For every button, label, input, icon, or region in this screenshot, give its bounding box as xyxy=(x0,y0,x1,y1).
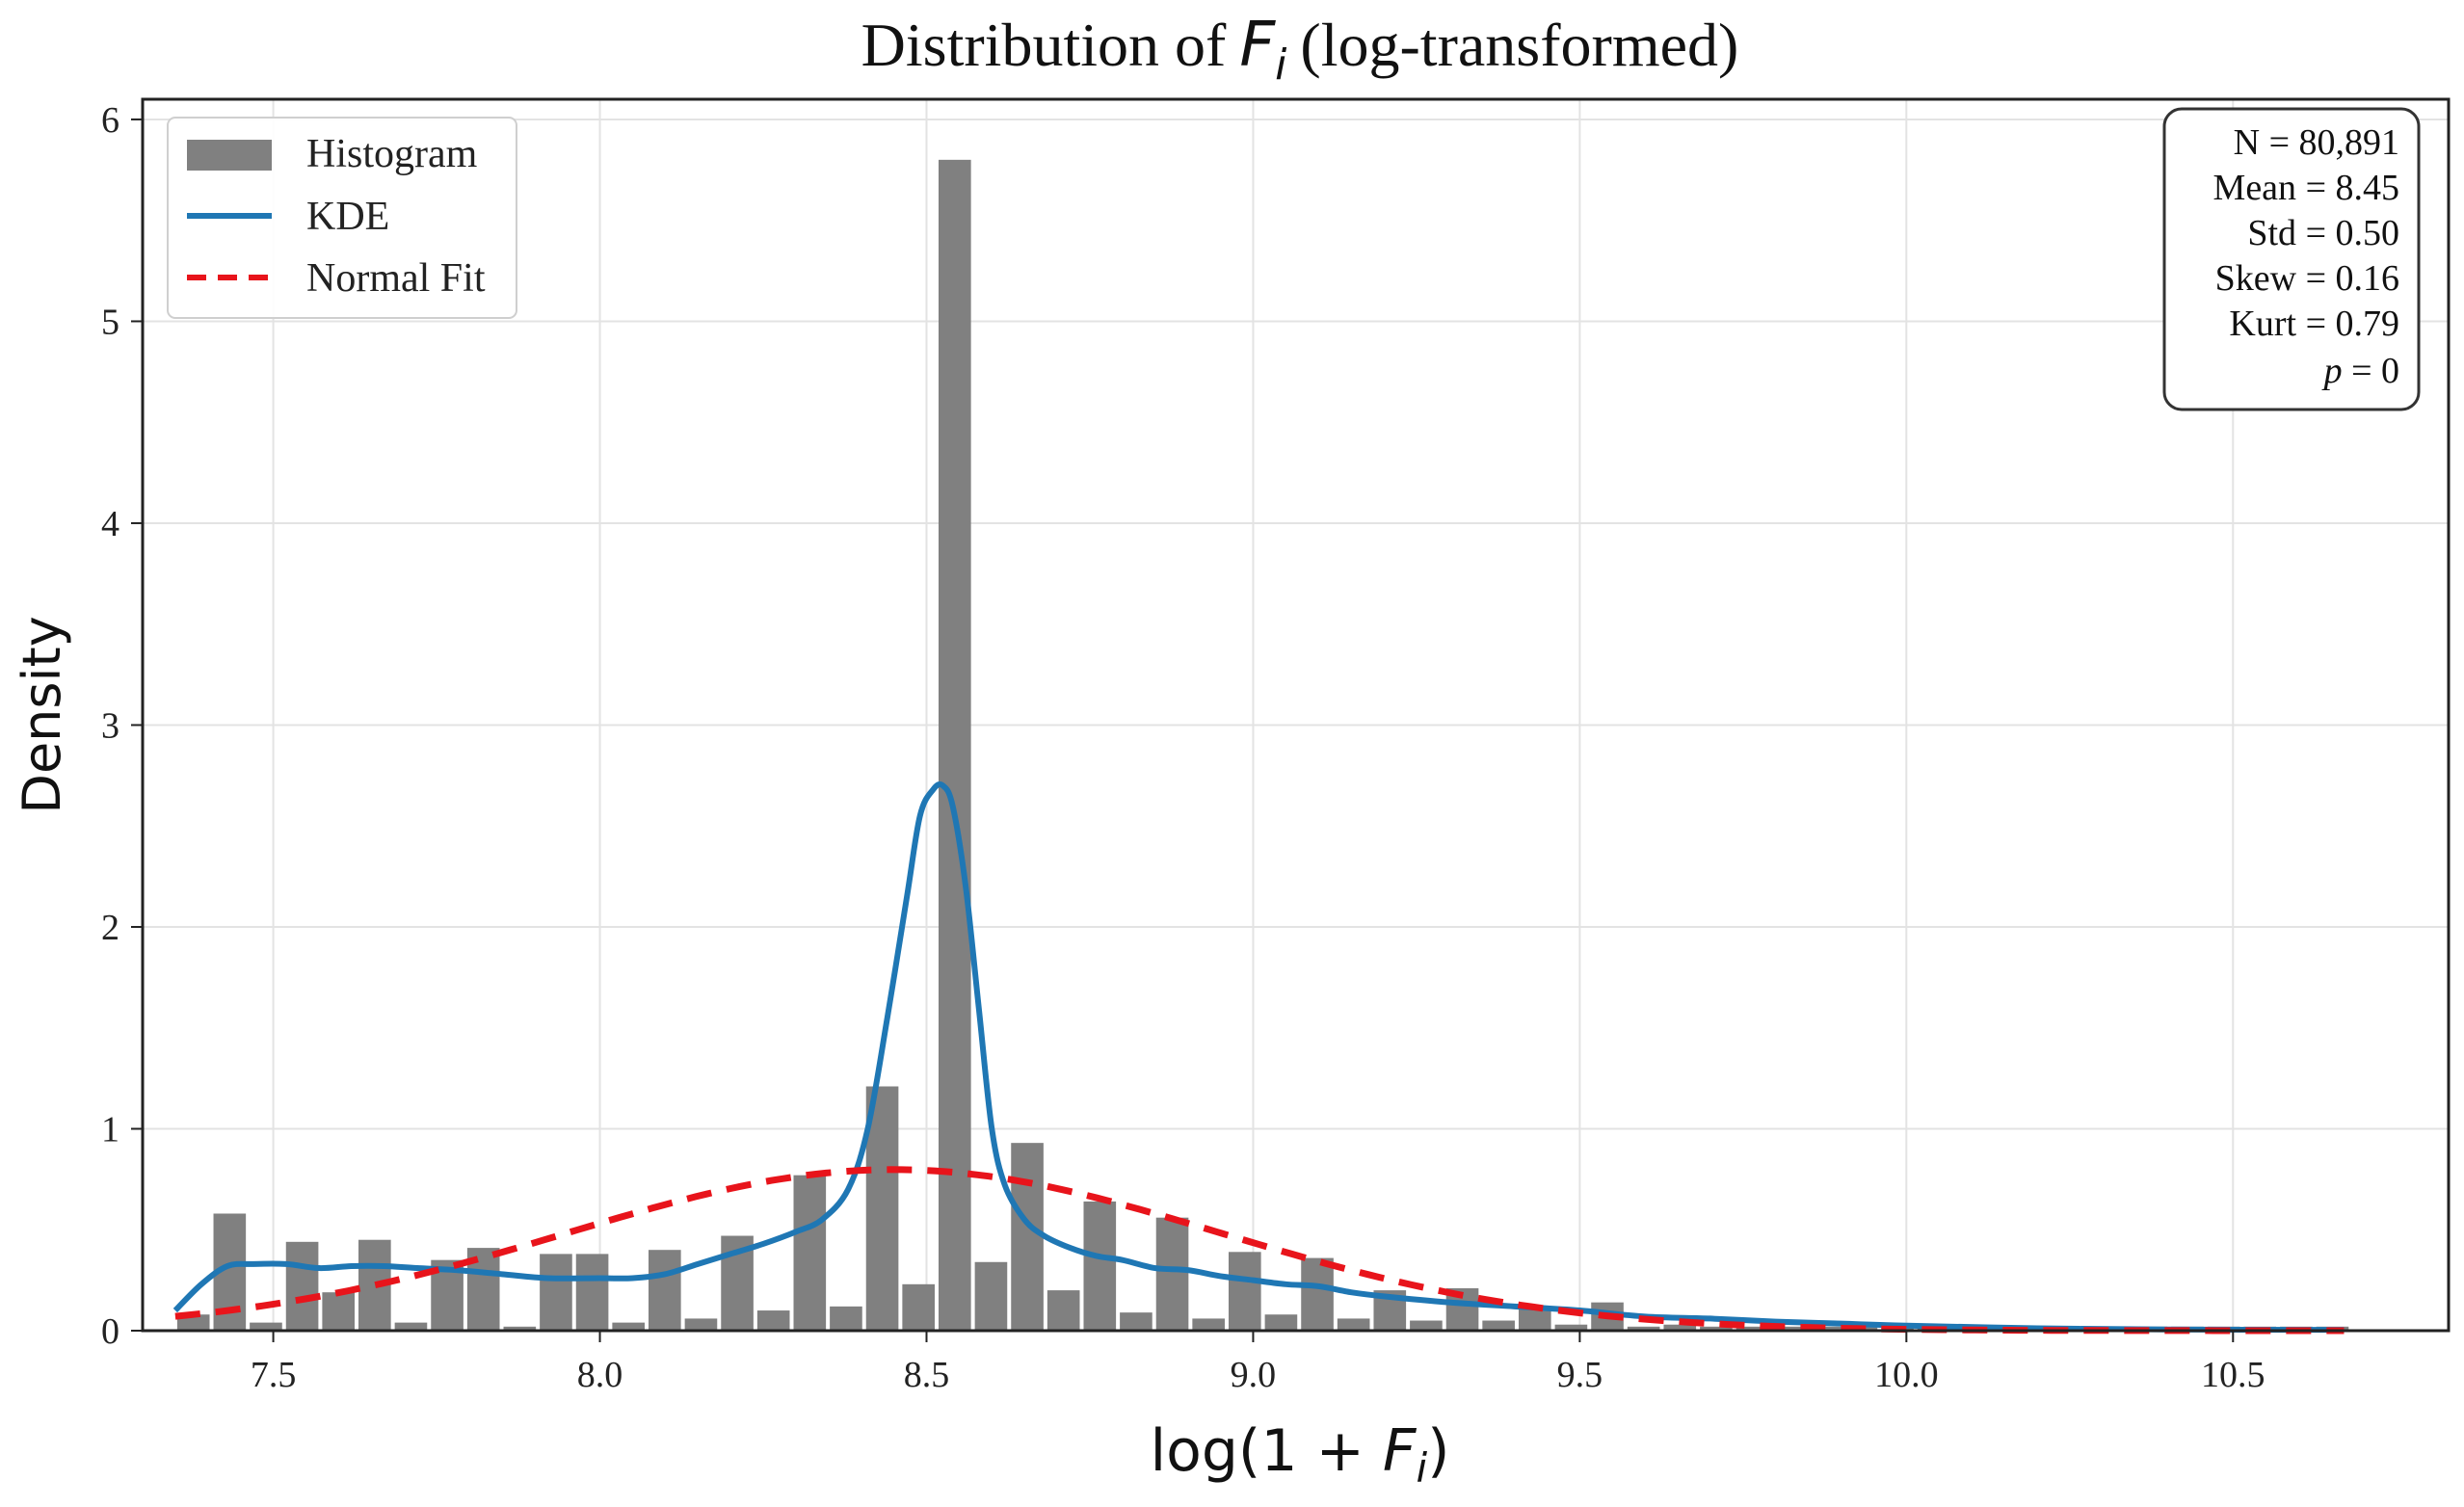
histogram-bar xyxy=(1663,1324,1697,1331)
histogram-bar xyxy=(1627,1326,1660,1331)
histogram-bar xyxy=(250,1322,282,1331)
histogram-bar xyxy=(1120,1312,1153,1331)
histogram-bar xyxy=(540,1254,572,1331)
histogram-bar xyxy=(575,1254,609,1331)
x-axis-label-suffix: ) xyxy=(1427,1417,1449,1485)
stat-p: p = 0 xyxy=(2321,351,2399,391)
histogram-bar xyxy=(1735,1326,1769,1331)
legend-label-histogram: Histogram xyxy=(306,132,478,176)
stat-n: N = 80,891 xyxy=(2234,122,2399,163)
x-tick-label: 9.5 xyxy=(1557,1355,1603,1395)
histogram-bar xyxy=(865,1086,899,1331)
x-axis-label-subscript: i xyxy=(1416,1444,1427,1492)
chart-title: Distribution of Fi (log-transformed) xyxy=(861,10,1739,90)
histogram-bars xyxy=(176,159,2349,1332)
stats-box: N = 80,891 Mean = 8.45 Std = 0.50 Skew =… xyxy=(2162,107,2421,411)
legend-swatch-histogram xyxy=(187,140,272,171)
histogram-bar xyxy=(394,1322,428,1331)
histogram-bar xyxy=(1518,1308,1551,1331)
histogram-bar xyxy=(938,159,971,1332)
y-tick-label: 0 xyxy=(101,1311,119,1352)
x-axis-label: log(1 + Fi) xyxy=(1150,1417,1449,1492)
histogram-bar xyxy=(1700,1326,1733,1331)
histogram-bar xyxy=(684,1318,718,1331)
y-tick-label: 4 xyxy=(101,504,119,544)
legend-label-normal-fit: Normal Fit xyxy=(306,256,486,301)
histogram-bar xyxy=(503,1326,537,1331)
stat-kurt: Kurt = 0.79 xyxy=(2229,304,2399,344)
y-tick-label: 5 xyxy=(101,302,119,342)
histogram-bar xyxy=(1192,1318,1225,1331)
y-tick-label: 2 xyxy=(101,908,119,948)
stat-std: Std = 0.50 xyxy=(2247,213,2399,253)
histogram-bar xyxy=(756,1310,790,1331)
histogram-bar xyxy=(1264,1314,1298,1331)
x-axis-label-symbol: F xyxy=(1383,1417,1417,1485)
plot-frame xyxy=(141,97,2451,1333)
title-text: Distribution of xyxy=(861,11,1227,79)
title-symbol: F xyxy=(1239,10,1276,81)
legend-label-kde: KDE xyxy=(306,195,389,239)
axis-ticks: 7.5 8.0 8.5 9.0 9.5 10.0 10.5 0 1 2 3 4 5 6 xyxy=(101,100,2265,1395)
histogram-bar xyxy=(612,1322,646,1331)
x-tick-label: 7.5 xyxy=(251,1355,297,1395)
y-tick-label: 1 xyxy=(101,1109,119,1150)
histogram-bar xyxy=(1410,1320,1443,1331)
histogram-bar xyxy=(1301,1257,1334,1331)
histogram-bar xyxy=(1554,1324,1588,1331)
x-tick-label: 10.0 xyxy=(1874,1355,1939,1395)
histogram-bar xyxy=(830,1306,862,1331)
histogram-bar xyxy=(1011,1143,1044,1331)
stat-mean: Mean = 8.45 xyxy=(2213,168,2399,208)
histogram-bar xyxy=(1228,1252,1261,1331)
histogram-bar xyxy=(1337,1318,1370,1331)
histogram-bar xyxy=(974,1261,1008,1331)
histogram-bar xyxy=(1083,1201,1117,1331)
y-axis-label: Density xyxy=(12,616,72,813)
x-axis-label-prefix: log(1 + xyxy=(1150,1417,1382,1485)
histogram-bar xyxy=(1155,1217,1189,1331)
x-tick-label: 9.0 xyxy=(1231,1355,1277,1395)
stats-box-frame xyxy=(2162,107,2421,411)
histogram-bar xyxy=(902,1283,935,1331)
histogram-bar xyxy=(649,1250,681,1331)
x-tick-label: 8.0 xyxy=(577,1355,623,1395)
y-tick-label: 6 xyxy=(101,100,119,141)
histogram-bar xyxy=(793,1175,827,1331)
histogram-bar xyxy=(285,1241,319,1331)
legend: Histogram KDE Normal Fit xyxy=(167,117,517,319)
y-tick-label: 3 xyxy=(101,705,119,746)
histogram-bar xyxy=(1772,1326,1805,1331)
title-suffix: (log-transformed) xyxy=(1300,11,1738,79)
x-tick-label: 8.5 xyxy=(904,1355,950,1395)
stat-skew: Skew = 0.16 xyxy=(2215,258,2399,299)
histogram-bar xyxy=(1047,1290,1080,1331)
histogram-bar xyxy=(322,1292,356,1331)
histogram-bar xyxy=(1482,1320,1515,1331)
x-tick-label: 10.5 xyxy=(2201,1355,2265,1395)
title-subscript: i xyxy=(1275,40,1287,90)
